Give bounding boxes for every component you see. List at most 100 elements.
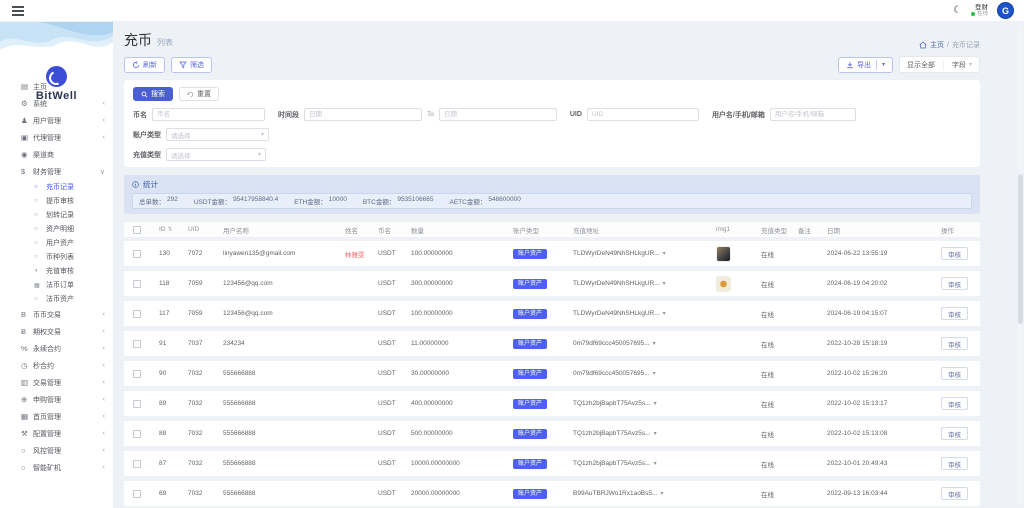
address-dropdown-icon[interactable]: ▾	[652, 371, 656, 377]
address-dropdown-icon[interactable]: ▾	[662, 281, 666, 287]
chevron-icon: ‹	[102, 413, 105, 420]
account-input[interactable]	[769, 108, 856, 121]
account-type-select[interactable]: 请选择 ▾	[166, 128, 269, 141]
row-thumbnail-image[interactable]	[716, 275, 731, 292]
review-button[interactable]: 审核	[941, 457, 968, 470]
sidebar-item[interactable]: ⊕ 申购管理 ‹	[0, 391, 113, 408]
vertical-scrollbar[interactable]	[1018, 24, 1023, 506]
row-thumbnail-image[interactable]	[716, 245, 731, 262]
sidebar-item[interactable]: ▥ 交易管理 ‹	[0, 374, 113, 391]
sidebar-item-label: 用户资产	[46, 240, 74, 247]
sidebar-item[interactable]: ◑ 充值审核	[0, 264, 113, 278]
sidebar-item[interactable]: ○ 智能矿机 ‹	[0, 459, 113, 476]
sidebar-item[interactable]: ◉ 渠道商	[0, 146, 113, 163]
user-info[interactable]: 登财 在线	[970, 4, 988, 17]
deposit-table: ID ⇅ UID 用户名称 姓名 币名 数量 账户类型 充值地址 img1 充值类…	[124, 222, 980, 508]
review-button[interactable]: 审核	[941, 397, 968, 410]
sidebar-item-label: 法币订单	[46, 282, 74, 289]
sidebar-item[interactable]: Ƀ 期权交易 ‹	[0, 323, 113, 340]
reset-button[interactable]: 重置	[179, 87, 219, 101]
coin-name-input[interactable]	[152, 108, 265, 121]
sidebar-item[interactable]: ○ 用户资产	[0, 236, 113, 250]
column-id[interactable]: ID	[159, 226, 166, 233]
sidebar-item-icon: ◑	[34, 268, 38, 274]
date-start-input[interactable]	[304, 108, 422, 121]
sidebar-item[interactable]: ○ 充币记录	[0, 180, 113, 194]
show-all-toggle[interactable]: 显示全部	[906, 61, 935, 69]
review-button[interactable]: 审核	[941, 487, 968, 500]
refresh-button[interactable]: 刷新	[124, 56, 165, 73]
row-checkbox[interactable]	[133, 369, 141, 378]
cell-uid: 7059	[188, 280, 203, 287]
fields-dropdown[interactable]: 字段 ▾	[951, 61, 972, 69]
address-dropdown-icon[interactable]: ▾	[653, 461, 657, 467]
chevron-icon: ‹	[102, 311, 105, 318]
button-divider	[875, 59, 877, 70]
uid-input[interactable]	[586, 108, 699, 121]
review-button[interactable]: 审核	[941, 277, 968, 290]
cell-id: 69	[159, 490, 167, 497]
recharge-type-select[interactable]: 请选择 ▾	[166, 148, 266, 161]
review-button[interactable]: 审核	[941, 427, 968, 440]
sidebar-item[interactable]: B 币币交易 ‹	[0, 306, 113, 323]
cell-uid: 7059	[188, 310, 203, 317]
cell-user: 555666888	[223, 490, 256, 497]
sidebar-item[interactable]: $ 财务管理 ∨	[0, 163, 113, 180]
column-uid: UID	[188, 226, 200, 233]
address-dropdown-icon[interactable]: ▾	[662, 311, 666, 317]
sidebar-item[interactable]: ○ 划转记录	[0, 208, 113, 222]
review-button[interactable]: 审核	[941, 307, 968, 320]
sidebar-item[interactable]: ⚙ 系统 ‹	[0, 95, 113, 112]
review-button[interactable]: 审核	[941, 337, 968, 350]
row-checkbox[interactable]	[133, 399, 141, 408]
scrollbar-thumb[interactable]	[1018, 174, 1023, 324]
search-button[interactable]: 搜索	[133, 87, 173, 101]
address-dropdown-icon[interactable]: ▾	[662, 251, 666, 257]
row-checkbox[interactable]	[133, 279, 141, 288]
review-button[interactable]: 审核	[941, 247, 968, 260]
sort-icon[interactable]: ⇅	[167, 227, 173, 233]
chevron-down-icon[interactable]: ▾	[881, 62, 885, 68]
sidebar-item[interactable]: ▣ 代理管理 ‹	[0, 129, 113, 146]
download-icon	[847, 61, 853, 68]
column-user: 用户名称	[223, 227, 249, 235]
export-button[interactable]: 导出 ▾	[837, 56, 893, 73]
filter-button[interactable]: 筛选	[171, 56, 212, 73]
sidebar-item[interactable]: ▦ 首页管理 ‹	[0, 408, 113, 425]
row-checkbox[interactable]	[133, 489, 141, 498]
stat-value: 95417958840.4	[233, 196, 279, 203]
sidebar-item[interactable]: ○ 币种列表	[0, 250, 113, 264]
sidebar-item[interactable]: ◷ 秒合约 ‹	[0, 357, 113, 374]
avatar[interactable]: G	[997, 2, 1014, 19]
sidebar-item-label: 秒合约	[33, 362, 54, 370]
stat-item: USDT金额： 95417958840.4	[194, 196, 278, 206]
sidebar-item-label: 划转记录	[46, 212, 74, 219]
sidebar-item[interactable]: ○ 风控管理 ‹	[0, 442, 113, 459]
sidebar-item[interactable]: ○ 提币审核	[0, 194, 113, 208]
dark-mode-toggle-icon[interactable]: ☾	[953, 5, 962, 16]
sidebar-item[interactable]: ○ 资产明细	[0, 222, 113, 236]
row-checkbox[interactable]	[133, 429, 141, 438]
row-checkbox[interactable]	[133, 459, 141, 468]
date-end-input[interactable]	[438, 108, 557, 121]
address-dropdown-icon[interactable]: ▾	[652, 341, 656, 347]
address-dropdown-icon[interactable]: ▾	[653, 401, 657, 407]
hamburger-menu-icon[interactable]	[12, 5, 24, 16]
review-button[interactable]: 审核	[941, 367, 968, 380]
breadcrumb-home[interactable]: 主页	[930, 42, 945, 49]
row-checkbox[interactable]	[133, 339, 141, 348]
sidebar-item[interactable]: ♟ 用户管理 ‹	[0, 112, 113, 129]
address-dropdown-icon[interactable]: ▾	[653, 431, 657, 437]
account-type-badge: 账户资产	[513, 278, 548, 289]
cell-qty: 100.00000000	[411, 250, 453, 257]
sidebar-item[interactable]: ▦ 法币订单	[0, 278, 113, 292]
sidebar-item[interactable]: ▤ 主页	[0, 78, 113, 95]
address-dropdown-icon[interactable]: ▾	[660, 491, 664, 497]
stat-item: BTC金额： 9535106665	[363, 196, 434, 206]
row-checkbox[interactable]	[133, 309, 141, 318]
sidebar-item[interactable]: % 永续合约 ‹	[0, 340, 113, 357]
sidebar-item[interactable]: ○ 法币资产	[0, 292, 113, 306]
select-all-checkbox[interactable]	[133, 225, 141, 234]
row-checkbox[interactable]	[133, 249, 141, 258]
sidebar-item[interactable]: ⚒ 配置管理 ‹	[0, 425, 113, 442]
